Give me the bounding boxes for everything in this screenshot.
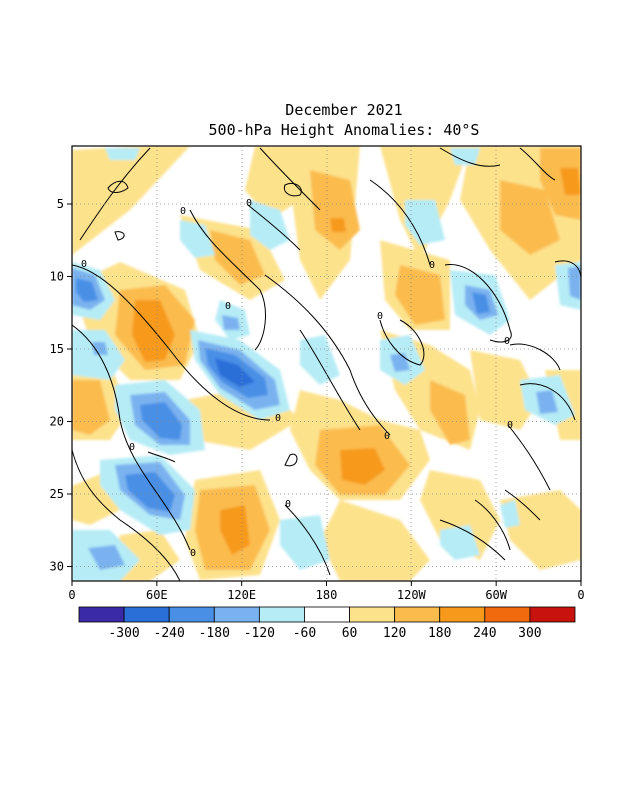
colorbar-swatch bbox=[394, 606, 441, 623]
x-tick-label: 0 bbox=[68, 588, 75, 602]
contour-label: 0 bbox=[507, 420, 513, 431]
colorbar-label: -180 bbox=[199, 626, 230, 641]
colorbar-swatch bbox=[349, 606, 396, 623]
contour-label: 0 bbox=[225, 301, 231, 312]
y-tick-label: 20 bbox=[50, 415, 64, 429]
y-tick-label: 15 bbox=[50, 342, 64, 356]
colorbar-label: 60 bbox=[342, 626, 358, 641]
contour-label: 0 bbox=[190, 548, 196, 559]
x-tick-label: 120E bbox=[227, 588, 256, 602]
zero-contour-labels: 0 0 0 0 0 0 0 0 0 0 0 0 0 bbox=[81, 198, 513, 559]
colorbar-label: -240 bbox=[154, 626, 185, 641]
contour-label: 0 bbox=[377, 311, 383, 322]
colorbar-swatch bbox=[78, 606, 125, 623]
core-negative-anomaly bbox=[76, 278, 490, 512]
x-tick-label: 60E bbox=[146, 588, 168, 602]
contour-label: 0 bbox=[81, 259, 87, 270]
colorbar-label: 240 bbox=[473, 626, 496, 641]
colorbar-label: 120 bbox=[383, 626, 406, 641]
contour-label: 0 bbox=[275, 413, 281, 424]
x-tick-label: 120W bbox=[397, 588, 427, 602]
colorbar-label: -120 bbox=[244, 626, 275, 641]
strong-positive-anomaly-bands bbox=[72, 148, 581, 570]
colorbar-swatch bbox=[213, 606, 260, 623]
colorbar-label: 300 bbox=[518, 626, 541, 641]
core-positive-anomaly bbox=[132, 168, 581, 555]
x-tick-label: 60W bbox=[485, 588, 507, 602]
y-tick-label: 10 bbox=[50, 270, 64, 284]
contour-label: 0 bbox=[180, 206, 186, 217]
contour-label: 0 bbox=[429, 260, 435, 271]
colorbar-swatch bbox=[439, 606, 486, 623]
y-tick-label: 25 bbox=[50, 487, 64, 501]
colorbar-swatch bbox=[123, 606, 170, 623]
colorbar-swatch bbox=[484, 606, 531, 623]
x-tick-label: 0 bbox=[577, 588, 584, 602]
colorbar-label: 180 bbox=[428, 626, 451, 641]
axes: 0 60E 120E 180 120W 60W 0 5 10 15 20 25 30 bbox=[50, 197, 585, 602]
anomaly-field: 0 0 0 0 0 0 0 0 0 0 0 0 0 bbox=[72, 146, 581, 581]
contour-label: 0 bbox=[504, 336, 510, 347]
y-tick-label: 30 bbox=[50, 560, 64, 574]
contour-label: 0 bbox=[129, 442, 135, 453]
y-tick-label: 5 bbox=[57, 197, 64, 211]
grid-lines bbox=[72, 146, 581, 581]
contour-label: 0 bbox=[384, 431, 390, 442]
colorbar-swatch bbox=[304, 606, 350, 623]
colorbar-label: -300 bbox=[108, 626, 139, 641]
colorbar: -300 -240 -180 -120 -60 60 120 180 240 300 bbox=[78, 606, 576, 641]
contour-label: 0 bbox=[285, 499, 291, 510]
colorbar-swatch bbox=[258, 606, 305, 623]
zero-contours bbox=[72, 147, 581, 581]
colorbar-label: -60 bbox=[293, 626, 316, 641]
chart-subtitle: 500-hPa Height Anomalies: 40°S bbox=[209, 121, 480, 139]
chart-title: December 2021 bbox=[285, 101, 402, 119]
contour-label: 0 bbox=[246, 198, 252, 209]
colorbar-swatch bbox=[529, 606, 576, 623]
colorbar-swatch bbox=[168, 606, 215, 623]
x-tick-label: 180 bbox=[316, 588, 338, 602]
